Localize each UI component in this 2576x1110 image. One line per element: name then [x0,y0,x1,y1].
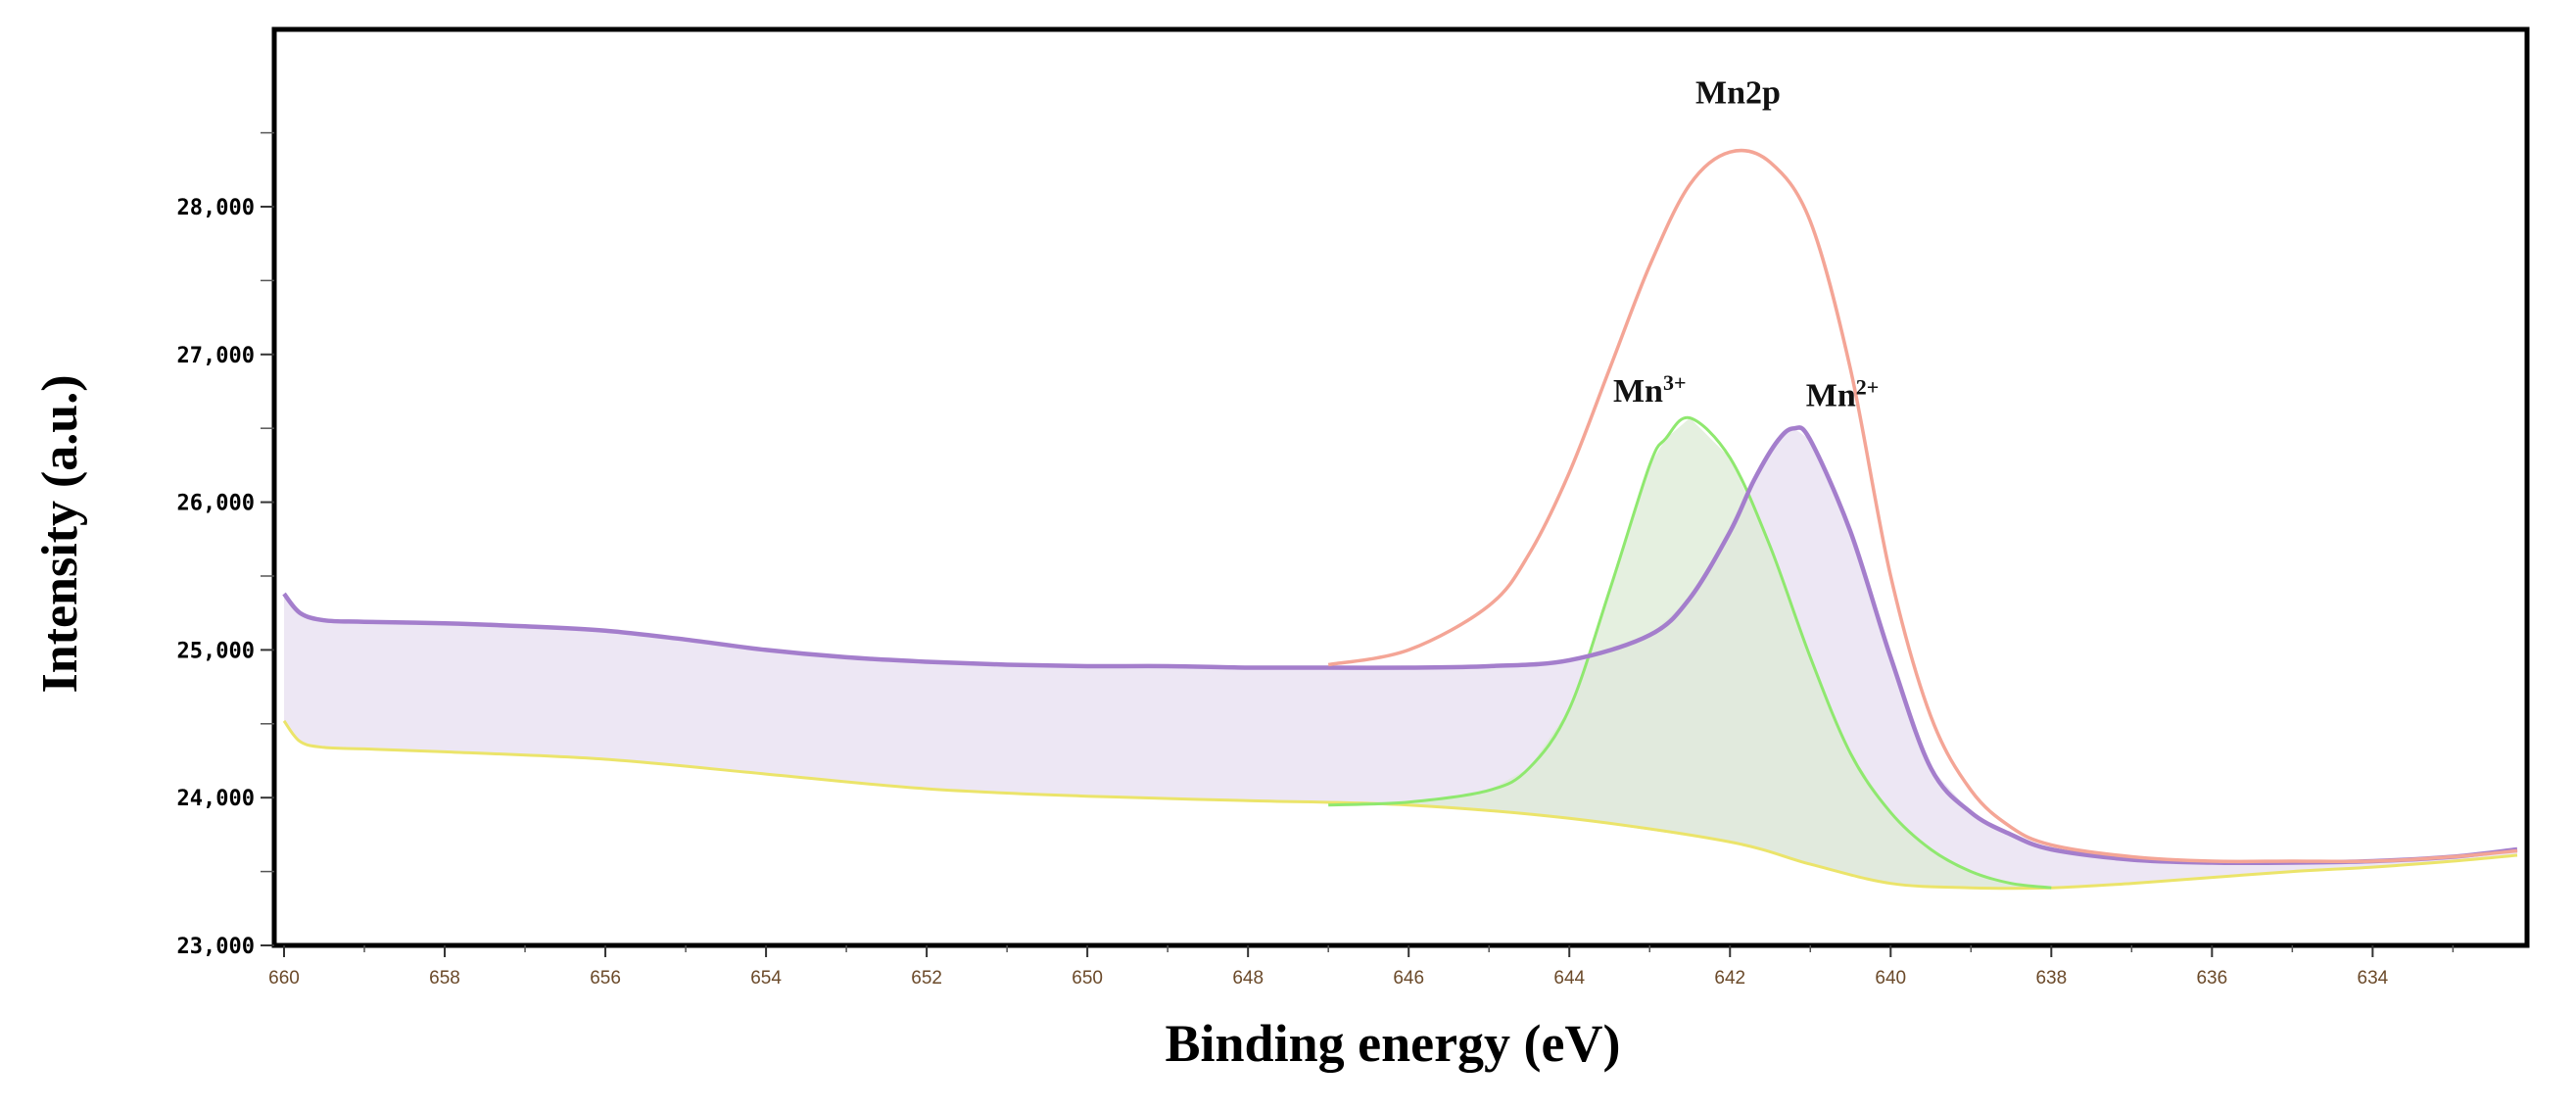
x-tick-label: 636 [2196,968,2227,989]
annotation-superscript: 3+ [1663,370,1687,395]
x-tick-label: 634 [2358,968,2389,989]
annotation-superscript: 2+ [1856,375,1880,400]
x-tick-label: 660 [268,968,300,989]
x-tick-label: 644 [1553,968,1585,989]
y-tick-label: 23,000 [177,935,255,959]
x-tick-label: 642 [1714,968,1745,989]
y-tick-label: 28,000 [177,196,255,220]
x-tick-label: 654 [750,968,782,989]
annotation-text: Mn [1613,373,1663,410]
x-tick-label: 656 [590,968,621,989]
mn3-line [1328,415,2052,890]
annotation-1: Mn3+ [1613,370,1687,410]
y-tick-label: 25,000 [177,639,255,663]
y-tick-label: 24,000 [177,787,255,811]
y-tick-label: 27,000 [177,344,255,368]
x-tick-label: 650 [1072,968,1103,989]
mn3-fill-area [1328,417,2052,889]
component-fills [284,417,2517,889]
x-tick-label: 646 [1393,968,1424,989]
y-axis: 23,000 24,000 25,000 26,000 27,000 28,000 [177,131,276,959]
annotation-0: Mn2p [1695,74,1781,111]
annotation-text: Mn [1806,378,1856,414]
x-tick-label: 652 [911,968,942,989]
plot-frame [271,26,2530,948]
x-tick-label: 638 [2035,968,2067,989]
x-axis-title: Binding energy (eV) [1166,1014,1621,1073]
annotation-2: Mn2+ [1806,375,1880,414]
annotation-text: Mn2p [1695,74,1781,111]
x-axis: 660 658 656 654 652 650 648 646 644 642 640 638 636 6… [268,945,2455,989]
x-tick-label: 640 [1875,968,1906,989]
mn2-fill-area [284,428,2517,889]
x-tick-label: 658 [429,968,460,989]
series-lines [282,148,2518,891]
y-tick-label: 26,000 [177,492,255,516]
mn2p-envelope-line [1327,148,2518,864]
mn2-line [282,425,2518,866]
y-axis-title: Intensity (a.u.) [32,374,88,693]
background-line [282,719,2518,891]
x-tick-label: 648 [1232,968,1264,989]
